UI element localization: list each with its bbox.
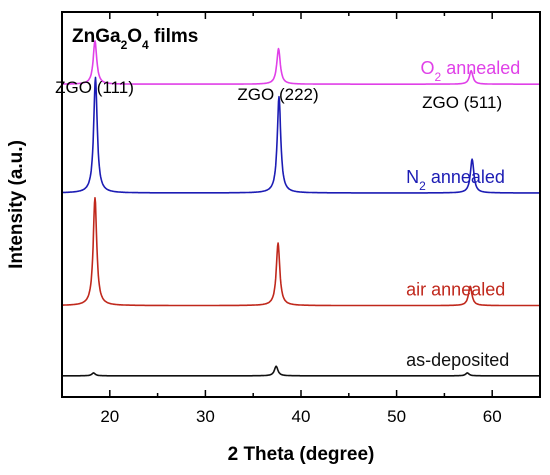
peak-annotation: ZGO (111)	[55, 78, 134, 97]
text-layer: ZnGa2O4 films 2 Theta (degree) Intensity…	[6, 26, 502, 465]
series-line	[61, 76, 541, 194]
series-label: air annealed	[406, 280, 505, 300]
series-label: N2 annealed	[406, 167, 505, 193]
series-line	[61, 365, 541, 377]
x-tick-label: 20	[100, 407, 119, 426]
series-layer: O2 annealed N2 annealed air annealed as-dep…	[61, 40, 541, 377]
x-tick-label: 30	[196, 407, 215, 426]
chart-title: ZnGa2O4 films	[72, 26, 198, 52]
series-label: as-deposited	[406, 350, 509, 370]
series-line	[61, 197, 541, 307]
x-tick-label: 40	[292, 407, 311, 426]
x-tick-label: 60	[483, 407, 502, 426]
series-line	[61, 40, 541, 85]
x-axis-label: 2 Theta (degree)	[228, 444, 375, 465]
peak-annotation: ZGO (511)	[422, 93, 502, 112]
peak-annotation: ZGO (222)	[237, 85, 318, 104]
series-label: O2 annealed	[421, 58, 521, 84]
y-axis-label: Intensity (a.u.)	[6, 140, 27, 269]
axes-layer: 20 30 40 50 60	[61, 12, 541, 426]
x-tick-label: 50	[387, 407, 406, 426]
